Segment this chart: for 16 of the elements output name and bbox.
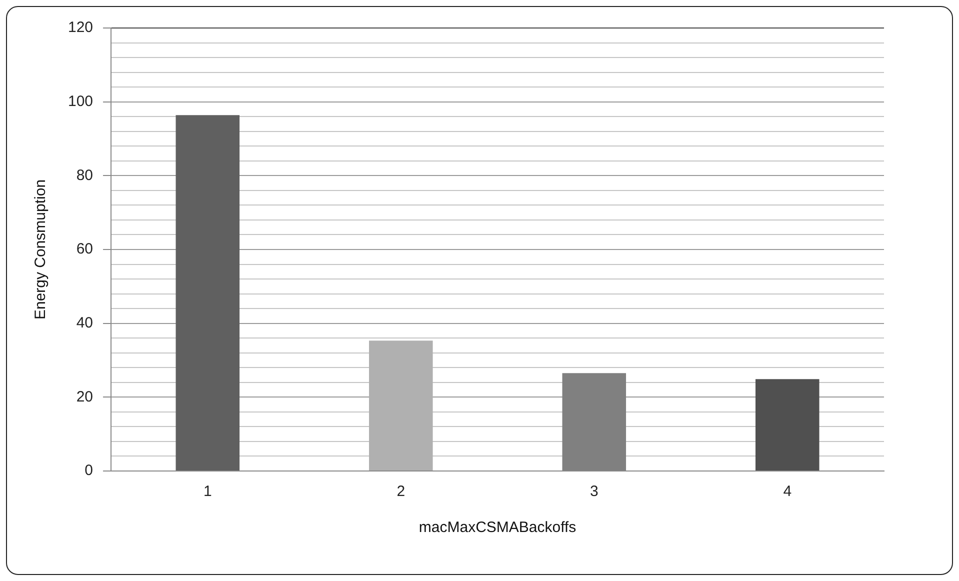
y-tick-label: 0 — [84, 462, 94, 480]
x-tick-label: 4 — [783, 483, 792, 500]
bar — [176, 115, 240, 470]
bar — [369, 340, 433, 470]
y-tick-label: 60 — [76, 240, 94, 258]
x-axis-title: macMaxCSMABackoffs — [418, 519, 576, 536]
bar — [755, 379, 820, 470]
x-tick-label: 1 — [203, 483, 212, 500]
y-tick-label: 120 — [68, 19, 94, 36]
y-tick-label: 40 — [76, 314, 94, 332]
y-axis-title: Energy Consmuption — [32, 179, 50, 320]
y-tick-label: 20 — [76, 388, 94, 406]
x-tick-label: 2 — [396, 483, 406, 500]
x-tick-label: 3 — [590, 483, 598, 500]
y-tick-label: 80 — [76, 166, 94, 184]
y-tick-label: 100 — [68, 92, 94, 110]
